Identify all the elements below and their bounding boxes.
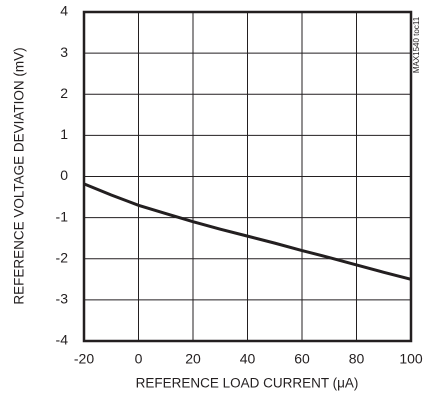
y-tick-label: -2 xyxy=(56,249,69,265)
y-tick-label: 2 xyxy=(60,85,68,101)
x-tick-label: 80 xyxy=(349,351,365,367)
x-tick-label: 100 xyxy=(399,351,423,367)
y-axis-label: REFERENCE VOLTAGE DEVIATION (mV) xyxy=(12,47,27,304)
x-tick-label: 40 xyxy=(240,351,256,367)
plot-frame xyxy=(82,10,413,343)
data-line xyxy=(83,182,412,281)
x-tick-label: 0 xyxy=(135,351,143,367)
x-tick-label: 60 xyxy=(294,351,310,367)
x-axis-label: REFERENCE LOAD CURRENT (μA) xyxy=(136,376,359,391)
y-tick-label: -3 xyxy=(56,291,69,307)
x-tick-label: 20 xyxy=(185,351,201,367)
figure-id: MAX1540 toc11 xyxy=(412,16,421,73)
y-tick-label: 4 xyxy=(60,3,68,19)
x-tick-label: -20 xyxy=(74,351,94,367)
y-tick-label: 0 xyxy=(60,167,68,183)
y-tick-label: -4 xyxy=(56,332,69,348)
y-tick-label: 1 xyxy=(60,126,68,142)
y-tick-label: 3 xyxy=(60,44,68,60)
y-tick-label: -1 xyxy=(56,208,69,224)
